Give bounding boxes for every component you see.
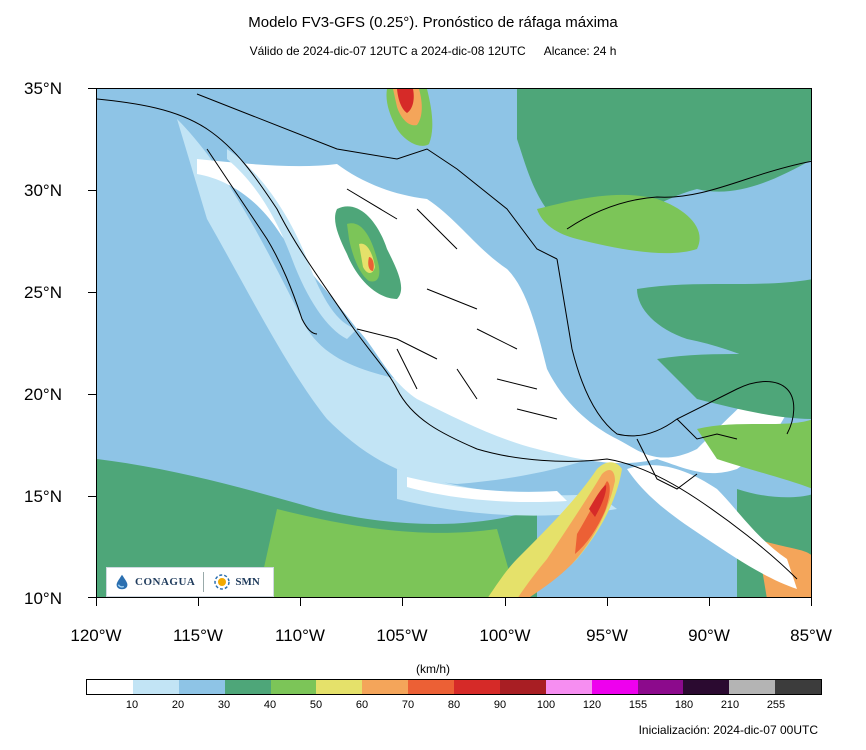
lat-label-30: 30°N xyxy=(24,181,62,200)
initialization-time: Inicialización: 2024-dic-07 00UTC xyxy=(638,723,818,737)
colorbar-swatch xyxy=(362,680,409,694)
colorbar-units: (km/h) xyxy=(416,662,450,676)
colorbar-label: 50 xyxy=(309,699,323,711)
colorbar-label: 120 xyxy=(582,699,602,711)
colorbar-swatch xyxy=(637,680,684,694)
lon-label-95: 95°W xyxy=(586,626,628,645)
colorbar-swatch xyxy=(591,680,638,694)
lon-tick xyxy=(505,598,506,606)
wind-gust-field xyxy=(97,89,811,597)
colorbar-label: 255 xyxy=(766,699,786,711)
conagua-logo-text: CONAGUA xyxy=(135,576,196,588)
colorbar-label: 90 xyxy=(493,699,507,711)
lon-tick xyxy=(402,598,403,606)
lon-label-120: 120°W xyxy=(70,626,122,645)
forecast-map xyxy=(96,88,812,598)
lon-label-115: 115°W xyxy=(173,626,223,645)
colorbar-swatch xyxy=(316,680,363,694)
colorbar-swatch xyxy=(270,680,317,694)
colorbar-swatch xyxy=(454,680,500,694)
colorbar-swatch xyxy=(87,680,133,694)
colorbar-label: 180 xyxy=(674,699,694,711)
colorbar-swatch xyxy=(499,680,546,694)
lon-tick xyxy=(300,598,301,606)
lat-tick xyxy=(88,394,96,395)
lat-label-35: 35°N xyxy=(24,79,62,98)
colorbar-swatch xyxy=(683,680,730,694)
smn-logo-text: SMN xyxy=(235,576,260,588)
lat-tick xyxy=(88,292,96,293)
lon-tick xyxy=(607,598,608,606)
lon-label-85: 85°W xyxy=(790,626,832,645)
lat-label-20: 20°N xyxy=(24,385,62,404)
lon-tick xyxy=(96,598,97,606)
smn-sun-icon xyxy=(214,574,231,590)
lat-label-15: 15°N xyxy=(24,487,62,506)
lon-label-90: 90°W xyxy=(688,626,730,645)
colorbar-label: 100 xyxy=(536,699,556,711)
colorbar xyxy=(86,679,822,695)
map-subtitle: Válido de 2024-dic-07 12UTC a 2024-dic-0… xyxy=(0,44,866,58)
colorbar-swatch xyxy=(132,680,179,694)
colorbar-swatch xyxy=(224,680,271,694)
colorbar-label: 30 xyxy=(217,699,231,711)
colorbar-label: 40 xyxy=(263,699,277,711)
valid-period: Válido de 2024-dic-07 12UTC a 2024-dic-0… xyxy=(249,44,526,58)
lat-tick xyxy=(88,597,96,598)
lat-tick xyxy=(88,496,96,497)
map-title: Modelo FV3-GFS (0.25°). Pronóstico de rá… xyxy=(248,14,618,31)
lon-label-110: 110°W xyxy=(275,626,325,645)
colorbar-swatch xyxy=(178,680,225,694)
colorbar-swatch xyxy=(408,680,454,694)
conagua-drop-icon xyxy=(116,574,128,590)
colorbar-label: 60 xyxy=(355,699,369,711)
colorbar-swatch xyxy=(729,680,776,694)
colorbar-label: 210 xyxy=(720,699,740,711)
lon-label-100: 100°W xyxy=(479,626,531,645)
lon-label-105: 105°W xyxy=(376,626,428,645)
agency-logos: CONAGUA SMN xyxy=(106,567,274,597)
lat-label-10: 10°N xyxy=(24,589,62,608)
lat-tick xyxy=(88,190,96,191)
lon-tick xyxy=(811,598,812,606)
lat-label-25: 25°N xyxy=(24,283,62,302)
lon-tick xyxy=(198,598,199,606)
colorbar-label: 155 xyxy=(628,699,648,711)
logo-separator xyxy=(203,572,205,592)
colorbar-label: 70 xyxy=(401,699,415,711)
lat-tick xyxy=(88,88,96,89)
colorbar-label: 20 xyxy=(171,699,185,711)
lon-tick xyxy=(709,598,710,606)
colorbar-swatch xyxy=(775,680,821,694)
colorbar-label: 10 xyxy=(125,699,139,711)
forecast-range: Alcance: 24 h xyxy=(543,44,617,58)
colorbar-label: 80 xyxy=(447,699,461,711)
colorbar-swatch xyxy=(545,680,592,694)
